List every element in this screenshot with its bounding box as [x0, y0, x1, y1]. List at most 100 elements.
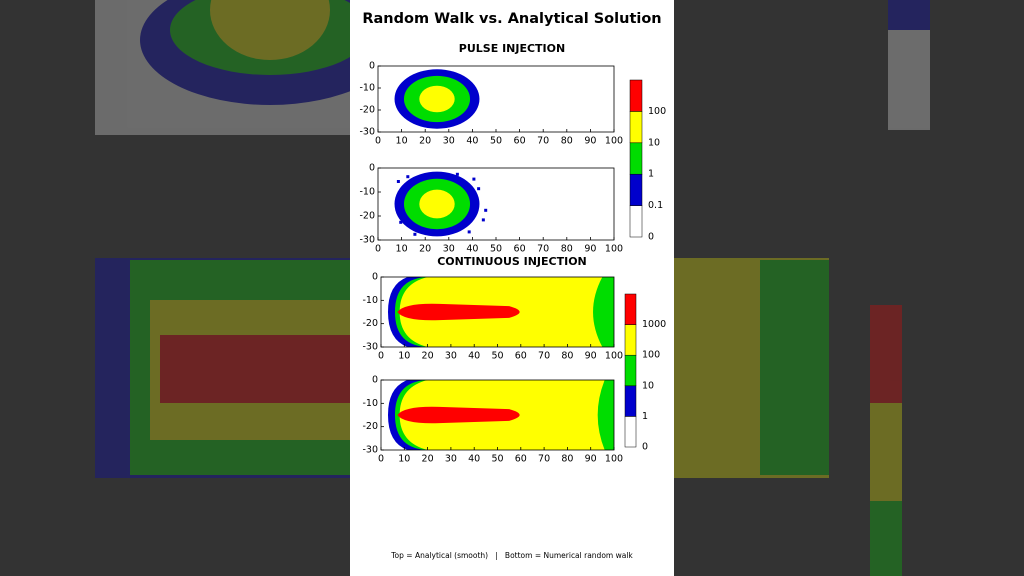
- background-blur: [95, 0, 930, 576]
- x-tick-label: 20: [419, 136, 431, 147]
- contour-region: [419, 85, 455, 113]
- y-tick-label: -10: [362, 398, 378, 409]
- y-tick-label: 0: [369, 163, 375, 174]
- colorbar-swatch: [624, 354, 637, 387]
- x-tick-label: 90: [585, 454, 597, 465]
- contour-speck: [396, 180, 400, 183]
- colorbar-swatch: [629, 205, 643, 238]
- colorbar-label: 0: [642, 442, 648, 453]
- contour-speck: [481, 218, 485, 222]
- contour-speck: [399, 220, 403, 224]
- y-tick-label: -30: [359, 235, 375, 246]
- x-tick-label: 30: [445, 454, 457, 465]
- x-tick-label: 60: [514, 136, 526, 147]
- colorbar-label: 0.1: [648, 200, 663, 211]
- colorbar-label: 100: [642, 350, 660, 361]
- x-tick-label: 40: [466, 136, 478, 147]
- x-tick-label: 0: [378, 454, 384, 465]
- x-tick-label: 70: [537, 136, 549, 147]
- contour-region: [397, 303, 520, 321]
- colorbar-label: 1000: [642, 319, 666, 330]
- contour-region: [397, 406, 520, 424]
- colorbar-label: 1: [642, 411, 648, 422]
- contour-speck: [413, 232, 417, 236]
- y-tick-label: 0: [372, 272, 378, 283]
- x-tick-label: 30: [445, 351, 457, 362]
- x-tick-label: 100: [605, 136, 623, 147]
- x-tick-label: 40: [468, 351, 480, 362]
- y-tick-label: -30: [362, 342, 378, 353]
- y-tick-label: -30: [359, 127, 375, 138]
- x-tick-label: 100: [605, 454, 623, 465]
- contour-region: [593, 277, 614, 347]
- x-tick-label: 0: [375, 136, 381, 147]
- x-tick-label: 60: [515, 454, 527, 465]
- x-tick-label: 90: [585, 351, 597, 362]
- colorbar-swatch: [629, 79, 643, 112]
- x-tick-label: 30: [443, 136, 455, 147]
- x-tick-label: 10: [398, 454, 410, 465]
- x-tick-label: 40: [468, 454, 480, 465]
- contour-field: [387, 277, 614, 347]
- x-tick-label: 80: [561, 351, 573, 362]
- colorbar-swatch: [624, 385, 637, 417]
- title: Random Walk vs. Analytical Solution: [362, 11, 661, 27]
- colorbar-label: 100: [648, 106, 666, 117]
- x-tick-label: 0: [378, 351, 384, 362]
- y-tick-label: -30: [362, 445, 378, 456]
- y-tick-label: -10: [359, 83, 375, 94]
- colorbar-swatch: [629, 173, 643, 206]
- x-tick-label: 20: [422, 351, 434, 362]
- contour-field: [387, 380, 614, 450]
- colorbar-swatch: [629, 111, 643, 144]
- colorbar-label: 0: [648, 232, 654, 243]
- y-tick-label: -20: [359, 211, 375, 222]
- x-tick-label: 0: [375, 244, 381, 255]
- x-tick-label: 90: [584, 136, 596, 147]
- x-tick-label: 80: [561, 244, 573, 255]
- x-tick-label: 20: [422, 454, 434, 465]
- x-tick-label: 60: [515, 351, 527, 362]
- y-tick-label: -10: [359, 187, 375, 198]
- contour-region: [419, 189, 455, 219]
- x-tick-label: 40: [466, 244, 478, 255]
- section-title: CONTINUOUS INJECTION: [437, 255, 587, 268]
- x-tick-label: 30: [443, 244, 455, 255]
- y-tick-label: 0: [369, 61, 375, 72]
- x-tick-label: 50: [490, 136, 502, 147]
- colorbar-label: 10: [642, 380, 654, 391]
- x-tick-label: 50: [490, 244, 502, 255]
- y-tick-label: -20: [362, 421, 378, 432]
- x-tick-label: 100: [605, 244, 623, 255]
- contour-field: [394, 69, 480, 129]
- x-tick-label: 80: [561, 454, 573, 465]
- x-tick-label: 100: [605, 351, 623, 362]
- contour-field: [394, 171, 488, 237]
- colorbar-swatch: [624, 293, 637, 325]
- contour-speck: [467, 230, 471, 234]
- colorbar-swatch: [629, 142, 643, 175]
- contour-speck: [472, 177, 476, 181]
- x-tick-label: 50: [491, 351, 503, 362]
- colorbar-swatch: [624, 324, 637, 356]
- colorbar-label: 10: [648, 137, 660, 148]
- x-tick-label: 70: [538, 454, 550, 465]
- y-tick-label: 0: [372, 375, 378, 386]
- colorbar-label: 1: [648, 169, 654, 180]
- x-tick-label: 10: [396, 136, 408, 147]
- contour-speck: [455, 172, 459, 176]
- y-tick-label: -20: [359, 105, 375, 116]
- contour-speck: [477, 187, 481, 191]
- contour-speck: [406, 175, 410, 179]
- x-tick-label: 80: [561, 136, 573, 147]
- colorbar-swatch: [624, 416, 637, 448]
- y-tick-label: -20: [362, 318, 378, 329]
- y-tick-label: -10: [362, 295, 378, 306]
- x-tick-label: 60: [514, 244, 526, 255]
- x-tick-label: 50: [491, 454, 503, 465]
- x-tick-label: 20: [419, 244, 431, 255]
- footer: Top = Analytical (smooth) | Bottom = Num…: [390, 551, 633, 560]
- x-tick-label: 70: [537, 244, 549, 255]
- x-tick-label: 70: [538, 351, 550, 362]
